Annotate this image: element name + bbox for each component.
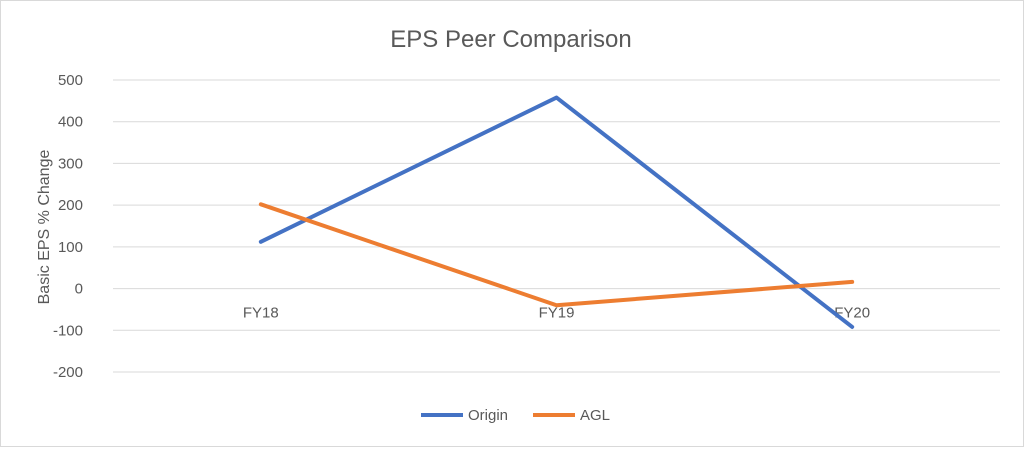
y-tick-label: 400 xyxy=(58,114,83,131)
chart-title: EPS Peer Comparison xyxy=(390,26,631,53)
y-axis-label: Basic EPS % Change xyxy=(36,150,53,305)
legend-label: Origin xyxy=(468,407,508,424)
legend-label: AGL xyxy=(580,407,610,424)
y-tick-label: -100 xyxy=(53,322,83,339)
x-tick-label: FY18 xyxy=(243,305,279,322)
y-tick-label: 0 xyxy=(75,281,83,298)
x-tick-label: FY20 xyxy=(834,305,870,322)
y-tick-label: 100 xyxy=(58,239,83,256)
x-tick-label: FY19 xyxy=(539,305,575,322)
y-tick-label: 200 xyxy=(58,197,83,214)
series-line-agl xyxy=(258,202,855,308)
series-line-origin xyxy=(258,95,855,329)
y-tick-label: -200 xyxy=(53,364,83,381)
y-tick-label: 300 xyxy=(58,155,83,172)
y-tick-label: 500 xyxy=(58,72,83,89)
